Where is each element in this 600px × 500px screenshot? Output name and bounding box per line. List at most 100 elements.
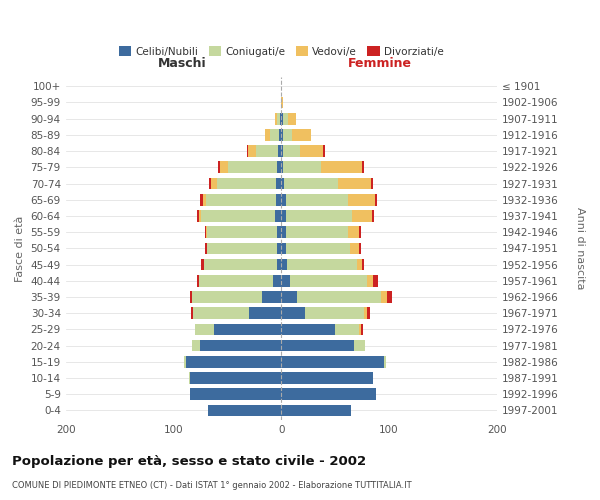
Bar [281, 275, 290, 286]
Y-axis label: Anni di nascita: Anni di nascita [575, 207, 585, 290]
Bar [281, 226, 286, 238]
Bar [249, 308, 281, 319]
Bar [281, 340, 355, 351]
Bar [281, 291, 298, 303]
Bar [367, 275, 373, 286]
Bar [209, 178, 211, 190]
Bar [281, 113, 283, 124]
Bar [281, 324, 335, 335]
Bar [229, 162, 277, 173]
Bar [348, 194, 375, 205]
Bar [298, 291, 382, 303]
Bar [187, 356, 281, 368]
Bar [277, 242, 281, 254]
Bar [256, 146, 278, 157]
Bar [205, 226, 206, 238]
Bar [283, 162, 321, 173]
Bar [367, 308, 370, 319]
Bar [359, 242, 361, 254]
Bar [373, 275, 378, 286]
Bar [323, 146, 325, 157]
Text: Maschi: Maschi [158, 56, 206, 70]
Bar [190, 388, 281, 400]
Bar [207, 242, 277, 254]
Bar [195, 324, 214, 335]
Bar [281, 258, 287, 270]
Bar [355, 340, 365, 351]
Bar [286, 194, 348, 205]
Bar [281, 372, 373, 384]
Bar [283, 113, 287, 124]
Bar [359, 324, 361, 335]
Bar [281, 178, 284, 190]
Bar [281, 162, 283, 173]
Bar [281, 242, 286, 254]
Bar [276, 178, 281, 190]
Bar [205, 242, 207, 254]
Bar [277, 258, 281, 270]
Bar [286, 242, 350, 254]
Bar [277, 162, 281, 173]
Bar [361, 324, 363, 335]
Bar [383, 356, 386, 368]
Bar [192, 291, 262, 303]
Bar [190, 291, 192, 303]
Bar [387, 291, 392, 303]
Text: COMUNE DI PIEDIMONTE ETNEO (CT) - Dati ISTAT 1° gennaio 2002 - Elaborazione TUTT: COMUNE DI PIEDIMONTE ETNEO (CT) - Dati I… [12, 480, 412, 490]
Bar [287, 258, 356, 270]
Bar [217, 178, 276, 190]
Bar [220, 162, 229, 173]
Bar [211, 178, 217, 190]
Bar [364, 308, 367, 319]
Bar [275, 113, 277, 124]
Bar [192, 340, 200, 351]
Bar [279, 129, 281, 140]
Bar [214, 324, 281, 335]
Bar [248, 146, 256, 157]
Bar [286, 226, 348, 238]
Bar [275, 210, 281, 222]
Bar [281, 194, 286, 205]
Bar [281, 404, 351, 416]
Bar [199, 275, 272, 286]
Bar [193, 308, 249, 319]
Bar [272, 275, 281, 286]
Bar [280, 113, 281, 124]
Bar [208, 404, 281, 416]
Bar [199, 210, 202, 222]
Bar [202, 210, 275, 222]
Bar [278, 146, 281, 157]
Bar [203, 258, 277, 270]
Bar [359, 226, 361, 238]
Bar [200, 194, 203, 205]
Bar [281, 308, 305, 319]
Bar [287, 113, 296, 124]
Bar [191, 308, 193, 319]
Bar [203, 194, 206, 205]
Bar [207, 226, 277, 238]
Text: Popolazione per età, sesso e stato civile - 2002: Popolazione per età, sesso e stato civil… [12, 455, 366, 468]
Y-axis label: Fasce di età: Fasce di età [15, 215, 25, 282]
Bar [265, 129, 271, 140]
Bar [292, 129, 311, 140]
Bar [197, 275, 199, 286]
Legend: Celibi/Nubili, Coniugati/e, Vedovi/e, Divorziati/e: Celibi/Nubili, Coniugati/e, Vedovi/e, Di… [115, 42, 448, 61]
Bar [356, 258, 362, 270]
Bar [218, 162, 220, 173]
Bar [281, 146, 283, 157]
Bar [188, 372, 190, 384]
Bar [281, 210, 286, 222]
Bar [200, 340, 281, 351]
Bar [277, 226, 281, 238]
Bar [362, 162, 364, 173]
Bar [206, 226, 207, 238]
Bar [335, 324, 359, 335]
Bar [362, 258, 364, 270]
Bar [371, 178, 373, 190]
Bar [283, 146, 299, 157]
Bar [321, 162, 362, 173]
Bar [284, 178, 338, 190]
Bar [281, 388, 376, 400]
Bar [348, 226, 359, 238]
Text: Femmine: Femmine [349, 56, 412, 70]
